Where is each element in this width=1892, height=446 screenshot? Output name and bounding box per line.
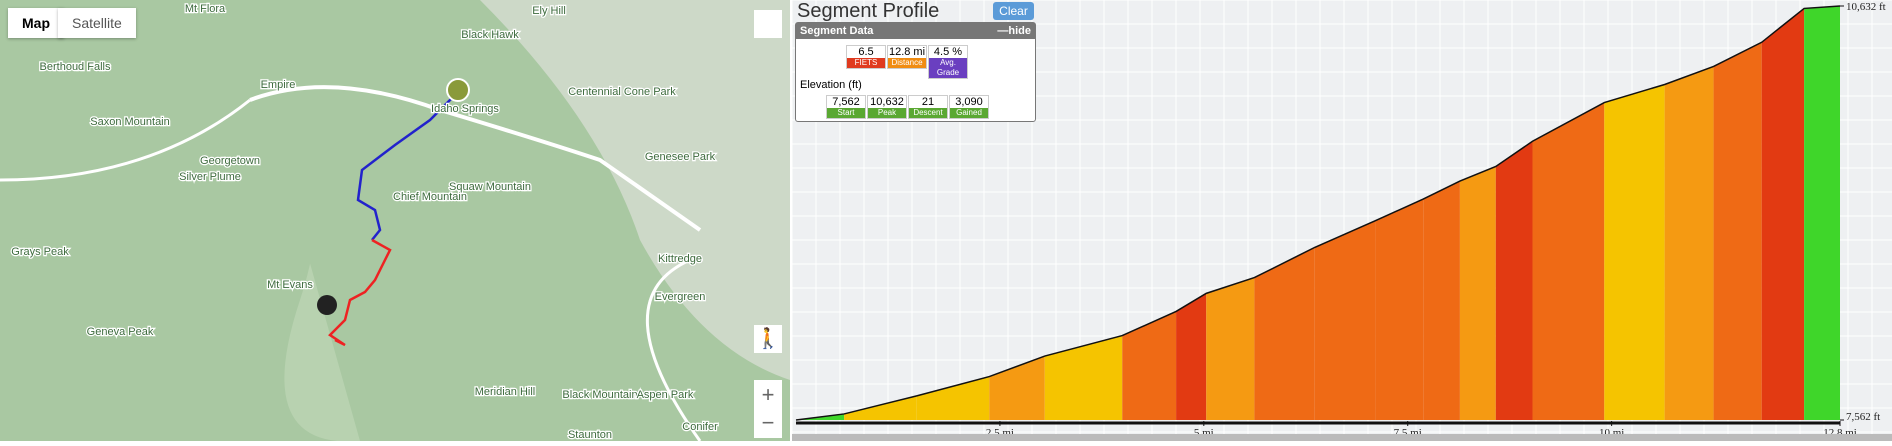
stat-label: Peak [868, 108, 906, 118]
grade-stripe [1459, 166, 1496, 420]
scrollbar [792, 434, 1892, 441]
stat-box: 6.5 FIETS [846, 45, 886, 69]
y-tick-label: 7,562 ft [1846, 411, 1880, 423]
grade-stripe [1423, 181, 1460, 420]
map-label: Empire [261, 79, 296, 91]
svg-text:−: − [762, 410, 775, 435]
segment-profile: 2.5 mi 5 mi 7.5 mi 10 mi 12.8 mi 10,632 ft 7,5… [792, 0, 1892, 441]
stat-value: 10,632 [870, 96, 904, 108]
map-label: Mt Flora [185, 3, 226, 15]
panel-title: Segment Data [800, 25, 874, 37]
grade-stripe [1176, 293, 1207, 420]
map-label: Ely Hill [532, 5, 566, 17]
map-label: Kittredge [658, 253, 702, 265]
stat-value: 6.5 [858, 46, 874, 58]
stat-label: Start [827, 108, 865, 118]
grade-stripe [1044, 335, 1123, 420]
stat-label: FIETS [847, 58, 885, 68]
stat-box: 7,562 Start [826, 95, 866, 119]
grade-stripe [1122, 311, 1177, 420]
stat-box: 12.8 mi Distance [887, 45, 927, 69]
map-label: Silver Plume [179, 171, 241, 183]
satellite-button[interactable]: Satellite [58, 8, 136, 38]
elevation-label: Elevation (ft) [800, 79, 862, 91]
grade-stripe [1761, 8, 1805, 420]
grade-stripe [1804, 6, 1840, 420]
map-label: Conifer [682, 421, 718, 433]
map-label: Grays Peak [11, 246, 69, 258]
grade-stripe [1314, 220, 1376, 420]
grade-stripe [1713, 42, 1762, 420]
segment-data-panel: Segment Data hide — 6.5 FIETS 12.8 mi Distan… [795, 22, 1036, 122]
hide-text: hide [1008, 25, 1031, 37]
map[interactable]: 🚶 + − Mt Flora Ely Hill Black Hawk Berthoud … [0, 0, 790, 442]
hide-button[interactable]: hide — [997, 25, 1031, 37]
grade-stripe [1604, 84, 1665, 421]
map-label: Geneva Peak [87, 326, 154, 338]
stat-box: 4.5 % Avg. Grade [928, 45, 968, 79]
stat-value: 3,090 [955, 96, 983, 108]
map-canvas: 🚶 + − Mt Flora Ely Hill Black Hawk Berthoud … [0, 0, 790, 442]
stat-box: 21 Descent [908, 95, 948, 119]
grade-stripe [1495, 141, 1533, 420]
grade-stripe [1375, 199, 1424, 420]
map-label: Berthoud Falls [40, 61, 111, 73]
map-label: Squaw Mountain [449, 181, 531, 193]
grade-stripe [1532, 102, 1605, 420]
grade-stripe [1254, 247, 1315, 420]
stat-value: 21 [921, 96, 935, 108]
map-label: Chief Mountain [393, 191, 467, 203]
grade-stripe [844, 395, 917, 420]
map-label: Centennial Cone Park [568, 86, 676, 98]
grade-stripe [1664, 66, 1714, 420]
map-label: Saxon Mountain [90, 116, 170, 128]
stat-value: 4.5 % [933, 46, 963, 58]
stat-label: Descent [909, 108, 947, 118]
map-label: Mt Evans [267, 279, 313, 291]
y-tick-label: 10,632 ft [1846, 1, 1886, 13]
map-button[interactable]: Map [8, 8, 64, 38]
profile-title: Segment Profile [797, 0, 940, 22]
map-label: Aspen Park [637, 389, 694, 401]
svg-text:+: + [762, 382, 775, 407]
map-label: Black Mountain [562, 389, 637, 401]
grade-stripe [916, 376, 990, 420]
map-label: Staunton [568, 429, 612, 441]
grade-stripe [1206, 277, 1255, 420]
map-label: Georgetown [200, 155, 260, 167]
stat-value: 12.8 mi [888, 46, 926, 58]
clear-button[interactable]: Clear [993, 2, 1034, 20]
map-label: Meridian Hill [475, 386, 536, 398]
map-label: Evergreen [655, 291, 706, 303]
svg-text:🚶: 🚶 [756, 326, 781, 350]
map-label: Black Hawk [461, 29, 519, 41]
stat-box: 10,632 Peak [867, 95, 907, 119]
map-label: Idaho Springs [431, 103, 499, 115]
stat-label: Distance [888, 58, 926, 68]
stat-label: Gained [950, 108, 988, 118]
profile-line [795, 5, 1841, 421]
stat-value: 7,562 [832, 96, 860, 108]
map-label: Genesee Park [645, 151, 716, 163]
panel-header: Segment Data hide — [796, 23, 1035, 39]
stat-label: Avg. Grade [929, 58, 967, 78]
stat-box: 3,090 Gained [949, 95, 989, 119]
